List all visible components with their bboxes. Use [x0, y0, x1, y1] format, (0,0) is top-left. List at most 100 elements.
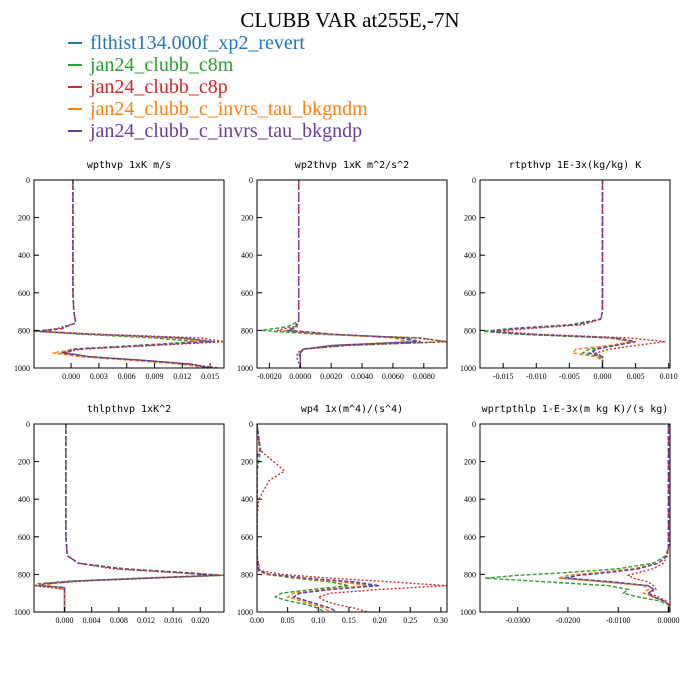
y-tick-label: 600: [241, 533, 253, 542]
plot-frame: [256, 423, 448, 613]
legend-label: jan24_clubb_c8p: [90, 75, 228, 98]
legend-swatch: [68, 64, 82, 66]
y-tick-label: 400: [464, 251, 476, 260]
x-tick-label: 0.0080: [413, 372, 435, 381]
series-line: [489, 180, 636, 368]
x-tick-label: -0.005: [559, 372, 580, 381]
x-tick-label: 0.016: [164, 616, 182, 625]
series-line: [557, 424, 670, 612]
y-tick-label: 0: [26, 176, 30, 185]
x-tick-label: 0.0020: [320, 372, 342, 381]
series-line: [287, 180, 409, 368]
series-line: [257, 424, 368, 612]
panel-title: rtpthvp 1E-3x(kg/kg) K: [509, 160, 641, 171]
plot-frame: [479, 423, 671, 613]
x-tick-label: 0.009: [145, 372, 163, 381]
x-tick-label: 0.004: [83, 616, 101, 625]
legend-label: jan24_clubb_c8m: [90, 53, 234, 76]
y-tick-label: 600: [18, 533, 30, 542]
legend-label: jan24_clubb_c_invrs_tau_bkgndp: [90, 119, 363, 142]
panel-title: wpthvp 1xK m/s: [87, 160, 171, 171]
y-tick-label: 0: [249, 420, 253, 429]
series-line: [34, 180, 211, 368]
x-tick-label: 0.020: [191, 616, 209, 625]
y-tick-label: 0: [472, 176, 476, 185]
series-line: [496, 180, 666, 368]
series-line: [626, 424, 670, 612]
y-tick-label: 1000: [14, 364, 30, 373]
x-tick-label: 0.00: [250, 616, 264, 625]
y-tick-label: 0: [472, 420, 476, 429]
y-tick-label: 600: [464, 289, 476, 298]
figure-title: CLUBB VAR at255E,-7N: [240, 8, 460, 32]
x-tick-label: -0.010: [526, 372, 547, 381]
y-tick-label: 200: [18, 458, 30, 467]
x-tick-label: 0.005: [627, 372, 645, 381]
x-tick-label: 0.000: [56, 616, 74, 625]
series-line: [257, 424, 350, 612]
series-line: [484, 424, 670, 612]
legend: flthist134.000f_xp2_revert jan24_clubb_c…: [68, 32, 368, 142]
x-tick-label: 0.010: [660, 372, 678, 381]
y-tick-label: 0: [26, 420, 30, 429]
x-tick-label: 0.0000: [657, 616, 679, 625]
x-tick-label: 0.012: [137, 616, 155, 625]
legend-item: flthist134.000f_xp2_revert: [68, 32, 368, 54]
series-line: [38, 180, 211, 368]
panel-title: wprtpthlp 1-E-3x(m kg K)/(s kg): [482, 404, 669, 415]
y-tick-label: 800: [241, 326, 253, 335]
x-tick-label: 0.000: [593, 372, 611, 381]
panel-title: wp2thvp 1xK m^2/s^2: [295, 160, 409, 171]
y-tick-label: 200: [18, 214, 30, 223]
series-line: [483, 180, 633, 368]
y-tick-label: 800: [18, 570, 30, 579]
legend-swatch: [68, 130, 82, 132]
legend-swatch: [68, 108, 82, 110]
series-line: [38, 424, 221, 612]
series-line: [38, 424, 214, 612]
panel-title: wp4 1x(m^4)/(s^4): [301, 404, 403, 415]
legend-item: jan24_clubb_c8p: [68, 76, 368, 98]
x-tick-label: 0.0060: [382, 372, 404, 381]
y-tick-label: 1000: [237, 364, 253, 373]
x-tick-label: -0.015: [493, 372, 514, 381]
plot-frame: [33, 179, 225, 369]
legend-label: flthist134.000f_xp2_revert: [90, 31, 305, 54]
legend-label: jan24_clubb_c_invrs_tau_bkgndm: [90, 97, 368, 120]
y-tick-label: 800: [464, 570, 476, 579]
y-tick-label: 400: [241, 495, 253, 504]
y-tick-label: 1000: [237, 608, 253, 617]
x-tick-label: 0.008: [110, 616, 128, 625]
y-tick-label: 1000: [460, 608, 476, 617]
x-tick-label: 0.10: [311, 616, 325, 625]
legend-item: jan24_clubb_c8m: [68, 54, 368, 76]
series-line: [489, 180, 636, 368]
y-tick-label: 800: [18, 326, 30, 335]
y-tick-label: 200: [464, 214, 476, 223]
y-tick-label: 400: [18, 251, 30, 260]
x-tick-label: -0.0020: [257, 372, 282, 381]
series-line: [288, 180, 417, 368]
y-tick-label: 200: [464, 458, 476, 467]
y-tick-label: 200: [241, 458, 253, 467]
x-tick-label: 0.006: [118, 372, 136, 381]
series-line: [567, 424, 670, 612]
series-line: [257, 424, 374, 612]
legend-swatch: [68, 42, 82, 44]
y-tick-label: 1000: [460, 364, 476, 373]
x-tick-label: 0.20: [373, 616, 387, 625]
series-line: [285, 180, 421, 368]
legend-swatch: [68, 86, 82, 88]
x-tick-label: 0.012: [173, 372, 191, 381]
panel-title: thlpthvp 1xK^2: [87, 404, 171, 415]
x-tick-label: 0.0040: [351, 372, 373, 381]
x-tick-label: 0.003: [90, 372, 108, 381]
x-tick-label: 0.015: [201, 372, 219, 381]
y-tick-label: 400: [241, 251, 253, 260]
y-tick-label: 0: [249, 176, 253, 185]
plot-frame: [479, 179, 671, 369]
series-line: [43, 180, 215, 368]
y-tick-label: 800: [464, 326, 476, 335]
y-tick-label: 600: [464, 533, 476, 542]
